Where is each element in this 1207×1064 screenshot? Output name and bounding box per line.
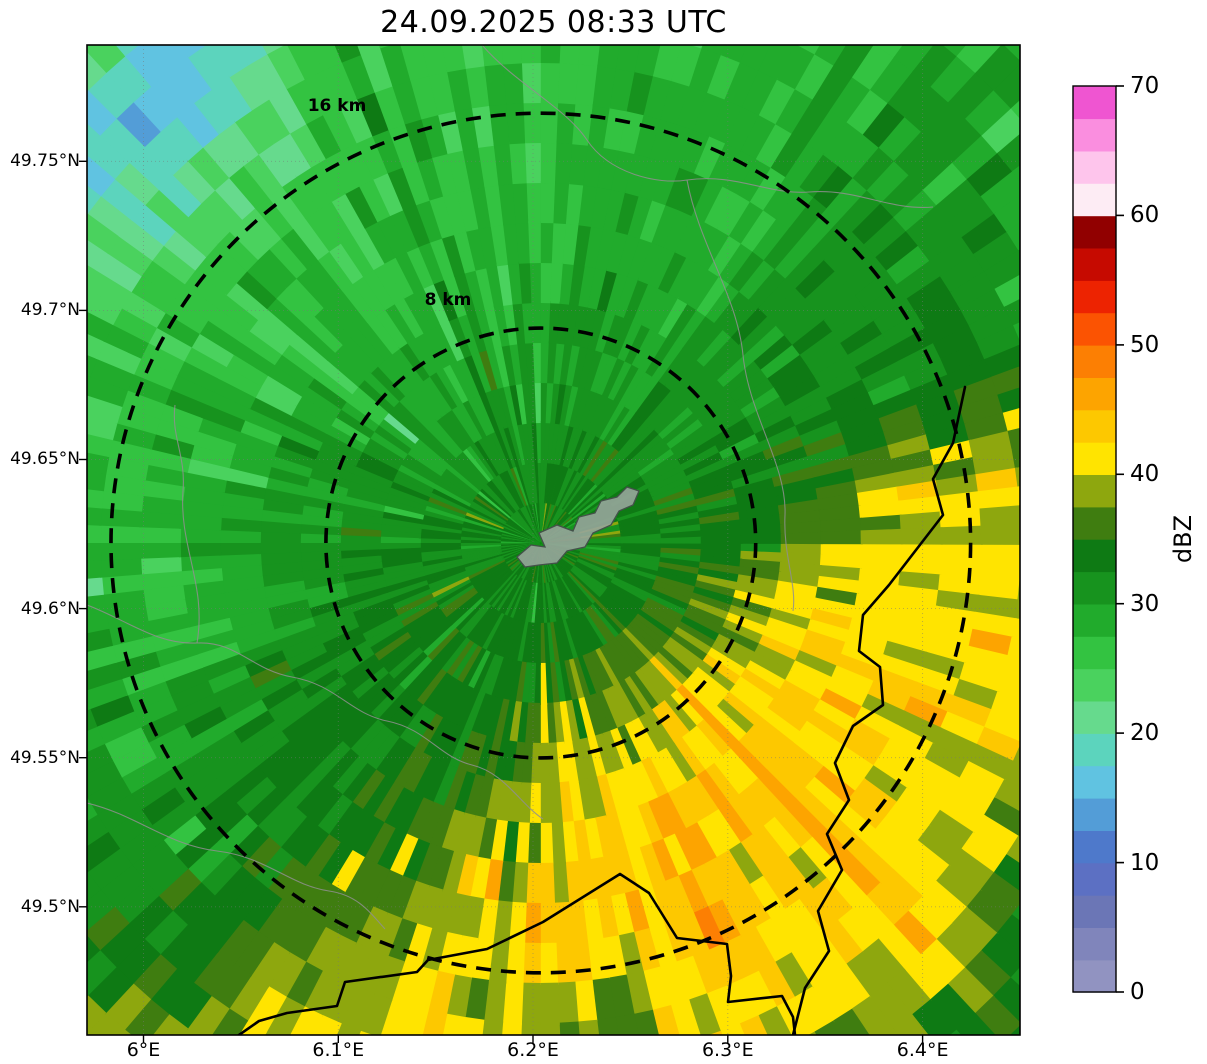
range-ring-8km (324, 326, 758, 760)
colorbar-tick-label: 0 (1130, 979, 1145, 1005)
range-ring-label-8km: 8 km (425, 290, 472, 310)
admin-borders (87, 45, 934, 930)
y-tick-label: 49.65°N (10, 449, 80, 470)
radar-map: 16 km 8 km (79, 44, 1021, 1043)
country-borders (237, 385, 967, 1035)
city-area (516, 486, 640, 568)
range-ring-label-16km: 16 km (308, 96, 367, 116)
map-border (86, 44, 1021, 1036)
colorbar (1072, 85, 1124, 993)
radar-echoes (87, 45, 1020, 1035)
y-tick-label: 49.75°N (10, 151, 80, 172)
colorbar-tick-label: 30 (1130, 590, 1160, 617)
colorbar-tick-label: 20 (1130, 720, 1160, 747)
y-tick-label: 49.7°N (20, 300, 80, 321)
graticule (87, 45, 1020, 1035)
colorbar-tick-label: 70 (1130, 73, 1160, 99)
y-tick-label: 49.6°N (20, 598, 80, 619)
range-rings: 16 km 8 km (109, 96, 973, 975)
x-tick-label: 6.1°E (312, 1039, 365, 1061)
range-ring-16km (109, 111, 973, 975)
colorbar-tick-label: 10 (1130, 849, 1160, 876)
x-tick-label: 6.2°E (507, 1039, 559, 1061)
colorbar-label: dBZ (1169, 514, 1197, 564)
x-tick-label: 6.3°E (701, 1039, 754, 1061)
y-tick-label: 49.55°N (10, 747, 80, 768)
x-tick-label: 6.4°E (896, 1039, 949, 1061)
colorbar-tick-label: 40 (1130, 461, 1160, 488)
figure-title: 24.09.2025 08:33 UTC (380, 5, 727, 40)
colorbar-tick-label: 50 (1130, 331, 1160, 358)
y-tick-label: 49.5°N (20, 896, 80, 917)
colorbar-tick-label: 60 (1130, 202, 1160, 229)
axis-ticks (79, 160, 924, 1043)
x-tick-label: 6°E (126, 1039, 161, 1061)
